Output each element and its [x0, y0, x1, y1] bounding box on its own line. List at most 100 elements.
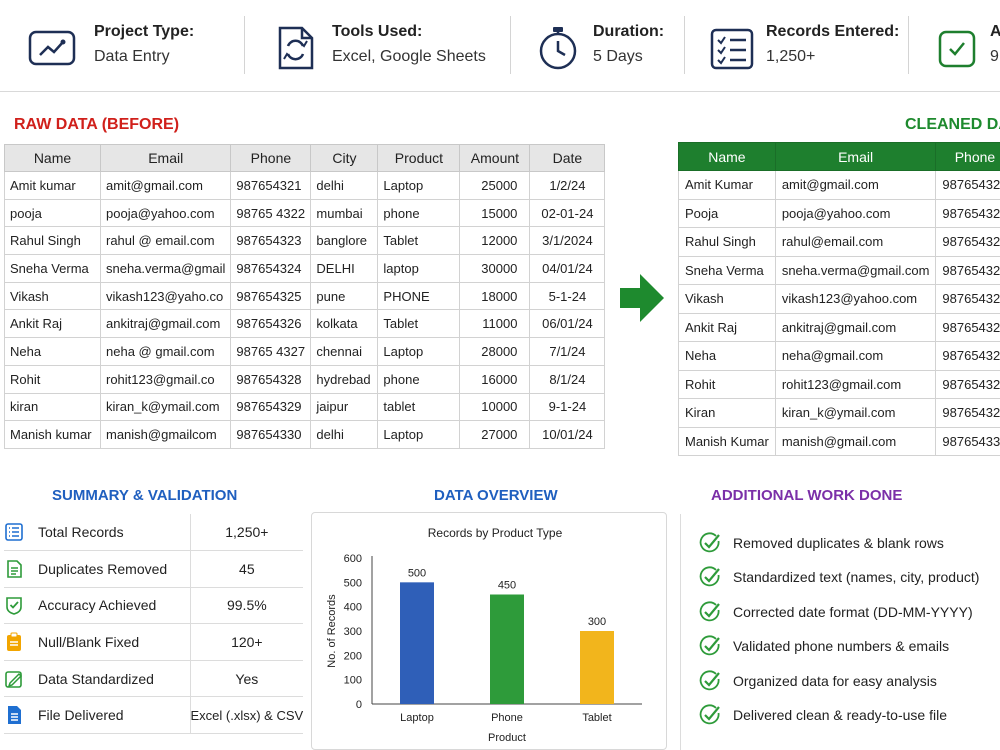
- table-row: Ankit Raj ankitraj@gmail.com 987654326 kolk…: [4, 309, 606, 339]
- stat-tools-used: Tools Used: Excel, Google Sheets: [272, 14, 502, 78]
- divider: [908, 16, 909, 74]
- table-row: Rohit rohit123@gmail.co 987654328 hydrebad p…: [4, 364, 606, 394]
- summary-row: Null/Blank Fixed 120+: [4, 623, 304, 661]
- work-item-label: Corrected date format (DD-MM-YYYY): [733, 603, 973, 620]
- summary-label: Null/Blank Fixed: [32, 623, 191, 661]
- summary-icon-cell: [4, 660, 32, 698]
- table-cell: hydrebad: [310, 364, 379, 394]
- table-row: Rahul Singh rahul @ email.com 987654323 ban…: [4, 226, 606, 256]
- summary-label: File Delivered: [32, 696, 191, 735]
- table-cell: 7/1/24: [529, 337, 606, 366]
- table-cell: 987654330: [935, 426, 1000, 456]
- summary-table: Total Records 1,250+ Duplicates Removed 45 A…: [4, 514, 304, 735]
- table-row: pooja pooja@yahoo.com 98765 4322 mumbai phon…: [4, 198, 606, 228]
- table-cell: 18000: [459, 281, 531, 311]
- table-cell: 25000: [459, 171, 531, 200]
- x-tick-label: Laptop: [400, 712, 434, 724]
- check-icon: [699, 566, 720, 587]
- y-axis-label: No. of Records: [326, 594, 338, 668]
- table-cell: kiran: [4, 392, 101, 422]
- additional-work-title: ADDITIONAL WORK DONE: [711, 487, 903, 504]
- column-header: Phone: [935, 142, 1000, 171]
- column-header: Date: [529, 144, 606, 172]
- table-cell: sneha.verma@gmail: [99, 254, 232, 283]
- y-tick-label: 100: [344, 675, 362, 687]
- table-row: Sneha Verma sneha.verma@gmail.com 98765432…: [678, 255, 1000, 285]
- table-cell: Rahul Singh: [4, 226, 101, 256]
- summary-label: Duplicates Removed: [32, 550, 191, 588]
- table-cell: 987654329: [230, 392, 312, 422]
- summary-value: 99.5%: [190, 587, 304, 625]
- table-cell: 98765 4327: [230, 337, 312, 366]
- badge-icon: [938, 30, 976, 68]
- table-cell: sneha.verma@gmail.com: [774, 255, 937, 285]
- table-cell: delhi: [310, 171, 379, 200]
- check-icon: [699, 704, 720, 725]
- table-cell: manish@gmail.com: [774, 426, 937, 456]
- check-icon: [699, 635, 720, 656]
- table-cell: pooja@yahoo.com: [774, 198, 937, 228]
- table-cell: Vikash: [4, 281, 101, 311]
- table-cell: 987654321: [230, 171, 312, 200]
- table-cell: 987654329: [935, 398, 1000, 428]
- summary-value: 45: [190, 550, 304, 588]
- table-cell: 987654326: [935, 312, 1000, 342]
- table-cell: kolkata: [310, 309, 379, 339]
- right-arrow-icon: [620, 274, 664, 322]
- sync-document-icon: [278, 26, 314, 70]
- table-cell: rohit123@gmail.com: [774, 369, 937, 399]
- work-item-label: Standardized text (names, city, product): [733, 569, 980, 586]
- table-cell: vikash123@yahoo.com: [774, 284, 937, 314]
- stat-partial: A 9: [934, 14, 1000, 78]
- work-item-label: Removed duplicates & blank rows: [733, 535, 944, 551]
- summary-label: Accuracy Achieved: [32, 587, 191, 625]
- check-icon: [699, 532, 720, 553]
- table-cell: Laptop: [377, 171, 461, 200]
- table-cell: jaipur: [310, 392, 379, 422]
- raw-header-row: Name Email Phone City Product Amount Date: [4, 144, 606, 172]
- stat-value: Data Entry: [94, 48, 170, 65]
- table-cell: phone: [377, 364, 461, 394]
- table-cell: Amit kumar: [4, 171, 101, 200]
- table-cell: rohit123@gmail.co: [99, 364, 232, 394]
- table-cell: vikash123@yaho.co: [99, 281, 232, 311]
- chart-monitor-icon: [28, 30, 76, 66]
- stat-records-entered: Records Entered: 1,250+: [708, 14, 900, 78]
- stat-label: Records Entered:: [766, 23, 900, 40]
- table-cell: Tablet: [377, 226, 461, 256]
- stat-value: Excel, Google Sheets: [332, 48, 486, 65]
- table-cell: 02-01-24: [529, 198, 606, 228]
- cleaned-data-title: CLEANED DA: [905, 116, 1000, 133]
- table-cell: kiran_k@ymail.com: [99, 392, 232, 422]
- table-cell: Ankit Raj: [678, 312, 776, 342]
- y-tick-label: 0: [356, 699, 362, 711]
- table-cell: manish@gmailcom: [99, 420, 232, 449]
- table-cell: 10000: [459, 392, 531, 422]
- table-cell: chennai: [310, 337, 379, 366]
- table-cell: Manish Kumar: [678, 426, 776, 456]
- table-row: Sneha Verma sneha.verma@gmail 987654324 DEL…: [4, 254, 606, 283]
- table-cell: 987654325: [230, 281, 312, 311]
- table-cell: Ankit Raj: [4, 309, 101, 339]
- stat-value: 5 Days: [593, 48, 643, 65]
- table-cell: Rahul Singh: [678, 227, 776, 257]
- bar-tablet: [580, 631, 614, 704]
- table-cell: Rohit: [678, 369, 776, 399]
- table-cell: 987654325: [935, 284, 1000, 314]
- table-cell: Amit Kumar: [678, 170, 776, 200]
- column-header: Product: [377, 144, 461, 172]
- column-header: Name: [678, 142, 776, 171]
- table-row: Manish kumar manish@gmailcom 987654330 delh…: [4, 420, 606, 449]
- column-header: Name: [4, 144, 101, 172]
- column-header: Email: [774, 142, 937, 171]
- y-tick-label: 600: [344, 553, 362, 565]
- summary-row: Duplicates Removed 45: [4, 550, 304, 588]
- table-cell: banglore: [310, 226, 379, 256]
- table-cell: Pooja: [678, 198, 776, 228]
